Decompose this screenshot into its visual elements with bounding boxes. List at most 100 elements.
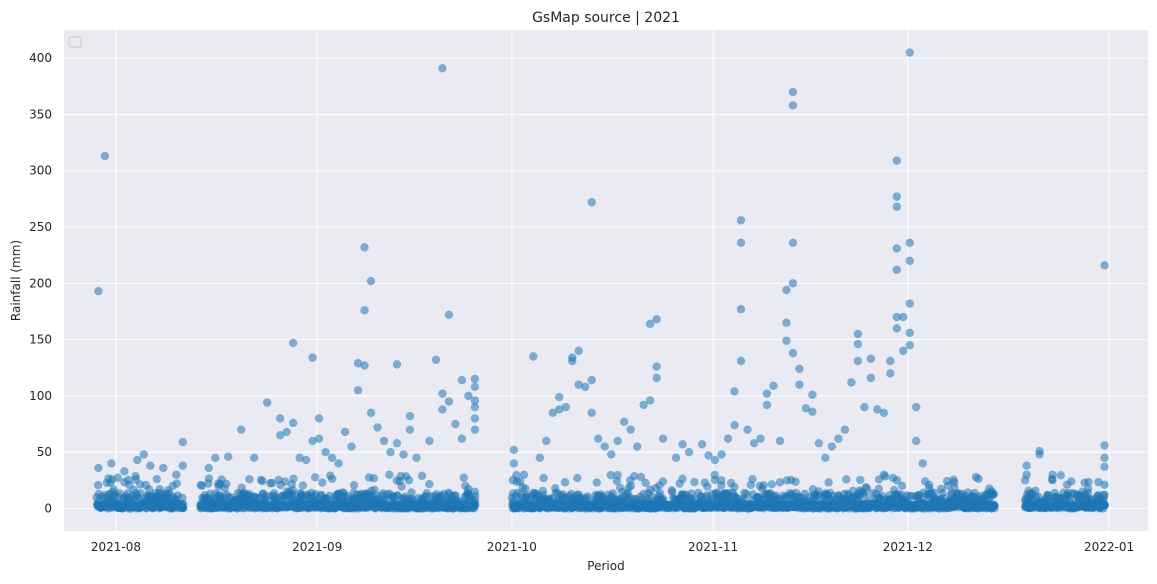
data-point — [211, 453, 220, 463]
data-point — [963, 495, 973, 504]
data-point — [1067, 477, 1076, 486]
data-point — [866, 373, 876, 383]
data-point — [288, 418, 298, 428]
data-point — [886, 356, 895, 366]
data-point — [288, 486, 298, 495]
data-point — [678, 474, 687, 484]
data-point — [899, 312, 908, 322]
data-point — [172, 479, 181, 488]
data-point — [730, 482, 739, 492]
data-point — [178, 503, 187, 513]
data-point — [641, 478, 650, 488]
x-axis-ticks: 2021-08 2021-09 2021-10 2021-11 2021-12 2022-… — [91, 540, 1134, 554]
data-point — [905, 238, 914, 247]
data-point — [509, 459, 519, 468]
data-point — [366, 408, 376, 417]
data-point — [951, 497, 960, 506]
data-point — [574, 380, 583, 389]
legend-box — [68, 36, 82, 48]
x-tick-label: 2021-08 — [91, 540, 141, 554]
data-point — [879, 408, 889, 417]
data-point — [632, 442, 642, 451]
data-point — [873, 405, 882, 414]
data-point — [204, 479, 213, 488]
data-point — [464, 484, 473, 493]
data-point — [1022, 470, 1031, 479]
data-point — [318, 478, 327, 487]
data-point — [759, 481, 768, 490]
data-point — [788, 238, 798, 247]
data-point — [438, 64, 447, 73]
data-point — [512, 470, 521, 480]
data-point — [942, 476, 952, 486]
data-point — [360, 306, 369, 315]
data-point — [769, 381, 778, 390]
data-point — [866, 354, 876, 363]
data-point — [892, 244, 901, 253]
data-point — [1083, 488, 1093, 498]
data-point — [742, 489, 751, 499]
data-point — [106, 478, 115, 487]
data-point — [899, 346, 908, 356]
data-point — [470, 396, 480, 405]
data-point — [853, 356, 863, 366]
data-point — [539, 473, 548, 483]
data-point — [612, 476, 622, 486]
data-point — [535, 453, 544, 463]
data-point — [146, 461, 155, 470]
data-point — [1100, 261, 1109, 270]
data-point — [639, 400, 648, 410]
data-point — [425, 479, 434, 489]
data-point — [710, 455, 720, 465]
data-point — [340, 427, 350, 437]
data-point — [905, 256, 914, 265]
data-point — [1056, 471, 1066, 480]
data-point — [834, 434, 843, 443]
data-point — [723, 434, 733, 443]
data-point — [399, 450, 408, 459]
data-point — [353, 359, 363, 368]
data-point — [385, 470, 394, 479]
data-point — [756, 434, 765, 443]
data-point — [555, 392, 564, 402]
data-point — [949, 475, 958, 484]
data-point — [275, 414, 285, 423]
data-point — [457, 434, 467, 443]
data-point — [862, 483, 871, 493]
data-point — [678, 440, 687, 449]
data-point — [795, 380, 804, 389]
data-point — [542, 436, 551, 446]
data-point — [314, 414, 324, 423]
data-point — [425, 436, 434, 446]
data-point — [468, 503, 478, 513]
data-point — [379, 436, 389, 446]
data-point — [626, 425, 635, 434]
data-point — [178, 461, 187, 470]
data-point — [1100, 480, 1109, 490]
data-point — [988, 489, 997, 498]
data-point — [613, 436, 622, 446]
data-point — [592, 478, 601, 487]
data-point — [912, 436, 921, 446]
data-point — [133, 455, 142, 465]
data-point — [334, 459, 343, 468]
data-point — [1100, 501, 1109, 510]
data-point — [386, 447, 395, 457]
data-point — [782, 336, 791, 345]
data-point — [94, 463, 103, 473]
x-tick-label: 2021-12 — [883, 540, 933, 554]
data-point — [392, 438, 402, 448]
data-point — [791, 477, 800, 486]
data-point — [438, 389, 447, 398]
data-point — [782, 285, 791, 295]
data-point — [912, 402, 921, 412]
data-point — [717, 481, 726, 490]
data-point — [282, 427, 291, 437]
data-point — [976, 499, 986, 509]
y-tick-label: 400 — [29, 51, 52, 65]
data-point — [989, 500, 999, 510]
data-point — [1100, 441, 1109, 450]
data-point — [853, 329, 863, 339]
data-point — [280, 477, 290, 486]
